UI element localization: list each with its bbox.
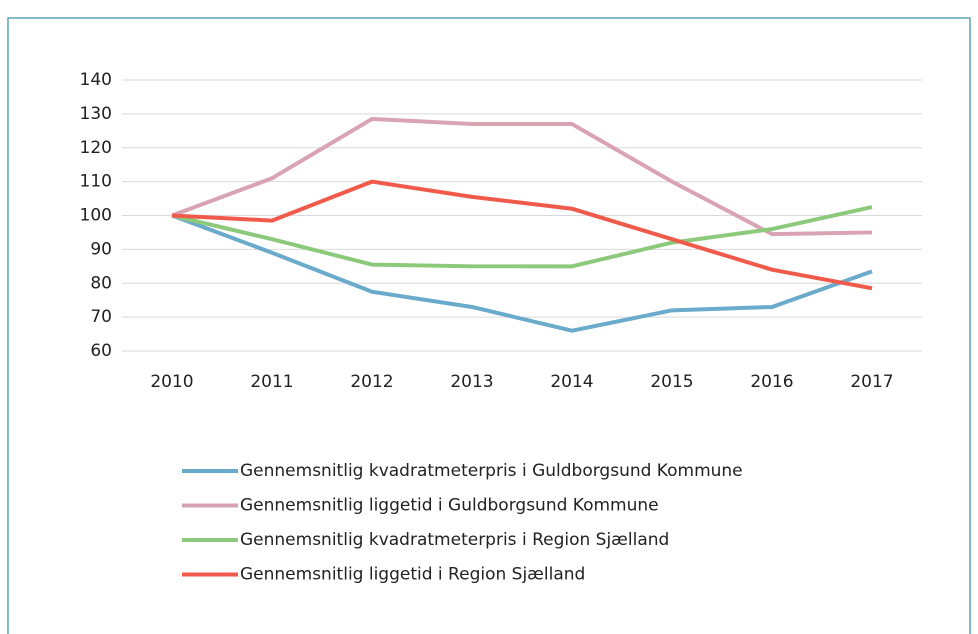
x-tick-label: 2013 (450, 372, 493, 392)
x-tick-label: 2017 (850, 372, 893, 392)
legend-label: Gennemsnitlig liggetid i Guldborgsund Ko… (240, 496, 659, 516)
series-line (171, 205, 873, 269)
x-tick-label: 2012 (350, 372, 393, 392)
x-tick-label: 2016 (750, 372, 793, 392)
x-tick-label: 2014 (550, 372, 593, 392)
y-tick-label: 140 (80, 70, 112, 90)
y-tick-label: 70 (90, 307, 112, 327)
y-tick-label: 130 (80, 104, 112, 124)
legend-label: Gennemsnitlig kvadratmeterpris i Region … (240, 530, 669, 550)
x-tick-label: 2011 (250, 372, 293, 392)
legend-label: Gennemsnitlig kvadratmeterpris i Guldbor… (240, 461, 743, 481)
y-tick-label: 100 (80, 206, 112, 226)
y-tick-label: 90 (90, 239, 112, 259)
x-tick-label: 2010 (150, 372, 193, 392)
x-tick-label: 2015 (650, 372, 693, 392)
y-tick-label: 120 (80, 138, 112, 158)
series-line (171, 116, 873, 237)
legend-label: Gennemsnitlig liggetid i Region Sjælland (240, 565, 585, 585)
y-tick-label: 60 (90, 341, 112, 361)
chart-frame (7, 17, 971, 634)
y-tick-label: 110 (80, 172, 112, 192)
y-tick-label: 80 (90, 273, 112, 293)
series-line (171, 179, 873, 291)
series-line (171, 213, 873, 333)
